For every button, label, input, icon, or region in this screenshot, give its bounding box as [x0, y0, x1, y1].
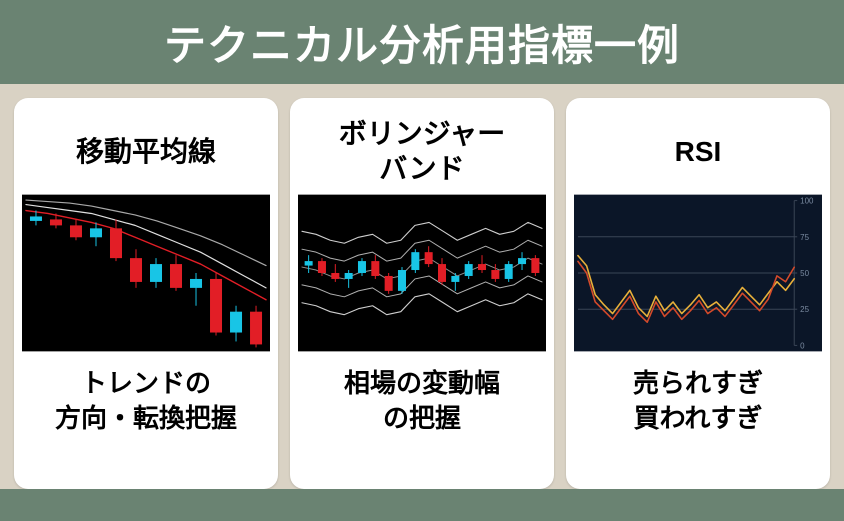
svg-text:100: 100	[800, 197, 814, 206]
card-bollinger-bands: ボリンジャー バンド 相場の変動幅 の把握	[290, 98, 554, 489]
svg-text:0: 0	[800, 341, 805, 350]
svg-text:50: 50	[800, 269, 809, 278]
cards-row: 移動平均線 トレンドの 方向・転換把握 ボリンジャー バンド 相場の変動幅 の把…	[0, 84, 844, 489]
page-title: テクニカル分析用指標一例	[164, 12, 680, 73]
card-moving-average: 移動平均線 トレンドの 方向・転換把握	[14, 98, 278, 489]
svg-text:75: 75	[800, 233, 809, 242]
bollinger-bands-chart	[298, 194, 546, 352]
card-title: ボリンジャー バンド	[339, 114, 506, 188]
svg-text:25: 25	[800, 305, 809, 314]
moving-average-chart	[22, 194, 270, 352]
rsi-chart: 0 25 50 75 100	[574, 194, 822, 352]
card-desc: トレンドの 方向・転換把握	[55, 366, 237, 436]
card-title: 移動平均線	[76, 114, 216, 188]
infographic-root: テクニカル分析用指標一例 移動平均線 トレンドの 方向・転換把握 ボリンジャー …	[0, 0, 844, 521]
card-rsi: RSI 0 25 50 75 100 売られすぎ 買われすぎ	[566, 98, 830, 489]
card-desc: 売られすぎ 買われすぎ	[633, 366, 763, 436]
header: テクニカル分析用指標一例	[0, 0, 844, 84]
card-title: RSI	[675, 114, 722, 188]
footer-bar	[0, 489, 844, 521]
card-desc: 相場の変動幅 の把握	[344, 366, 500, 436]
